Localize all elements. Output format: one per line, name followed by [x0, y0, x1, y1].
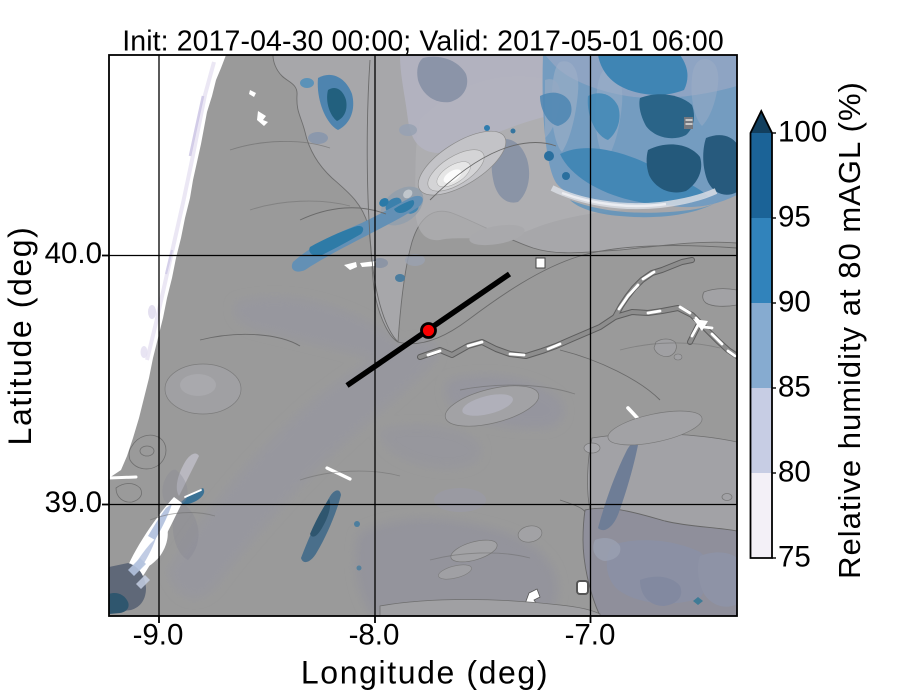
- svg-text:75: 75: [778, 541, 811, 574]
- svg-text:100: 100: [778, 116, 827, 149]
- svg-text:80: 80: [778, 456, 811, 489]
- svg-text:Relative humidity at 80 mAGL (: Relative humidity at 80 mAGL (%): [832, 81, 867, 579]
- svg-text:Longitude (deg): Longitude (deg): [301, 655, 549, 691]
- svg-text:95: 95: [778, 201, 811, 234]
- svg-text:90: 90: [778, 286, 811, 319]
- svg-text:-9.0: -9.0: [133, 619, 184, 652]
- svg-text:39.0: 39.0: [45, 486, 102, 519]
- svg-text:Latitude (deg): Latitude (deg): [2, 226, 38, 446]
- svg-text:40.0: 40.0: [45, 237, 102, 270]
- svg-text:85: 85: [778, 371, 811, 404]
- svg-text:Init: 2017-04-30 00:00; Valid:: Init: 2017-04-30 00:00; Valid: 2017-05-0…: [122, 26, 724, 58]
- svg-text:-7.0: -7.0: [565, 619, 616, 652]
- svg-text:-8.0: -8.0: [349, 619, 400, 652]
